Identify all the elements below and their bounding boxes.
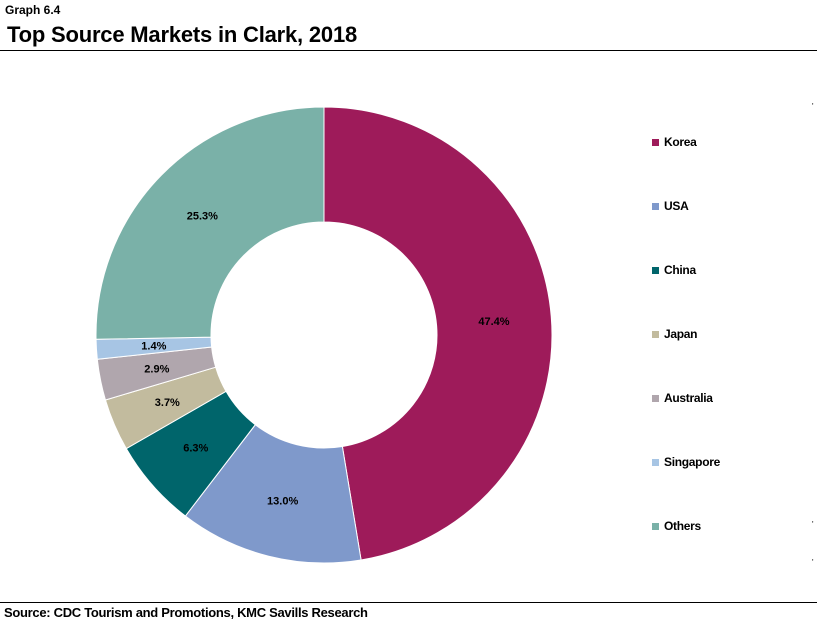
legend-label: Korea <box>664 135 697 149</box>
edge-tick-mark: ' <box>812 520 814 529</box>
legend-label: USA <box>664 199 689 213</box>
data-label-singapore: 1.4% <box>141 341 166 353</box>
legend-swatch <box>652 202 659 210</box>
source-note: Source: CDC Tourism and Promotions, KMC … <box>4 605 368 620</box>
data-label-korea: 47.4% <box>478 316 509 328</box>
legend-swatch <box>652 266 659 274</box>
edge-tick-mark: ' <box>812 102 814 111</box>
edge-tick-mark: ' <box>812 558 814 567</box>
header-divider <box>0 50 817 51</box>
legend-swatch <box>652 522 659 530</box>
footer-divider <box>0 602 817 603</box>
legend-item-others: Others <box>652 517 701 535</box>
legend-item-usa: USA <box>652 197 689 215</box>
legend-label: China <box>664 263 696 277</box>
graph-number: Graph 6.4 <box>5 3 61 17</box>
donut-chart: 47.4% 13.0% 6.3% 3.7% 2.9% 1.4% 25.3% <box>95 106 553 564</box>
legend-label: Australia <box>664 391 713 405</box>
data-label-others: 25.3% <box>187 211 218 223</box>
data-label-usa: 13.0% <box>267 495 298 507</box>
legend-item-singapore: Singapore <box>652 453 720 471</box>
donut-slice-others <box>95 106 325 340</box>
legend-label: Singapore <box>664 455 720 469</box>
chart-title: Top Source Markets in Clark, 2018 <box>7 22 358 47</box>
legend-item-australia: Australia <box>652 389 713 407</box>
donut-slice-korea <box>323 106 553 561</box>
legend-label: Others <box>664 519 701 533</box>
data-label-australia: 2.9% <box>144 364 169 376</box>
legend-item-japan: Japan <box>652 325 697 343</box>
legend-swatch <box>652 394 659 402</box>
legend-label: Japan <box>664 327 698 341</box>
legend-item-china: China <box>652 261 696 279</box>
data-label-japan: 3.7% <box>155 397 180 409</box>
legend-swatch <box>652 138 659 146</box>
legend-swatch <box>652 330 659 338</box>
data-label-china: 6.3% <box>183 442 208 454</box>
legend-item-korea: Korea <box>652 133 697 151</box>
legend-swatch <box>652 458 659 466</box>
